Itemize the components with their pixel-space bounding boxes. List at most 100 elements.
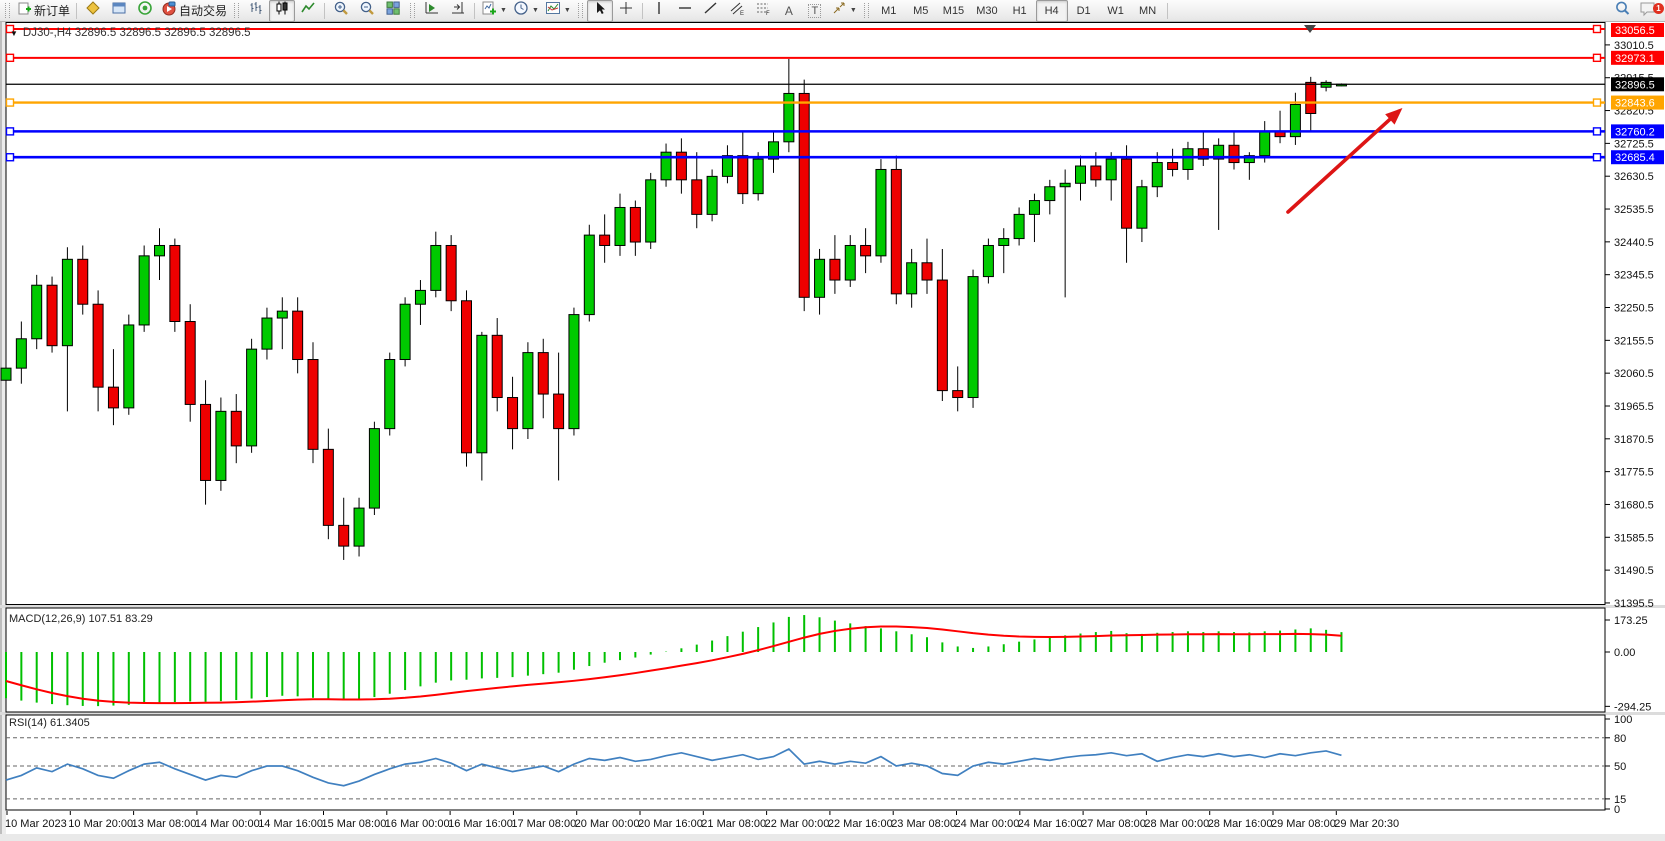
autotrade-icon	[161, 0, 177, 21]
left-window-edge	[0, 22, 6, 834]
trendline-icon	[703, 0, 719, 21]
line-handle	[1592, 24, 1602, 34]
zoom-in-icon	[333, 0, 349, 21]
svg-text:17 Mar 08:00: 17 Mar 08:00	[511, 818, 576, 830]
line-handle	[5, 153, 15, 162]
symbol-period-label: DJ30-,H4	[22, 27, 72, 39]
signal-icon	[137, 0, 153, 21]
crosshair-tool-button[interactable]	[613, 0, 639, 22]
main-toolbar: 新订单 自动交易 ▼ ▼ ▼ E F A T ▼ M1 M5 M15 M30 H…	[0, 0, 1665, 22]
svg-text:F: F	[766, 11, 770, 16]
bar-chart-icon	[248, 0, 264, 21]
svg-text:31490.5: 31490.5	[1614, 565, 1654, 577]
trendline-tool-button[interactable]	[698, 0, 724, 22]
text-label-tool-button[interactable]: T	[802, 0, 828, 22]
svg-text:32155.5: 32155.5	[1614, 335, 1654, 347]
toolbar-grip[interactable]	[577, 3, 583, 18]
equidistant-channel-icon: E	[729, 0, 745, 21]
svg-text:32250.5: 32250.5	[1614, 303, 1654, 315]
market-watch-button[interactable]	[80, 0, 106, 22]
timeframe-mn-button[interactable]: MN	[1139, 4, 1157, 17]
line-chart-mode-button[interactable]	[295, 0, 321, 22]
macd-signal-line	[5, 625, 1342, 705]
search-button[interactable]	[1609, 0, 1635, 22]
cursor-icon	[592, 0, 608, 21]
chat-button[interactable]: 1	[1635, 0, 1664, 22]
svg-text:31395.5: 31395.5	[1614, 598, 1654, 610]
svg-text:32345.5: 32345.5	[1614, 270, 1654, 282]
chart-shift-marker	[1304, 25, 1316, 33]
svg-text:32535.5: 32535.5	[1614, 204, 1654, 216]
svg-text:28 Mar 16:00: 28 Mar 16:00	[1208, 818, 1273, 830]
svg-text:31585.5: 31585.5	[1614, 532, 1654, 544]
bar-chart-mode-button[interactable]	[243, 0, 269, 22]
svg-text:24 Mar 00:00: 24 Mar 00:00	[955, 818, 1020, 830]
chart-forward-icon	[424, 0, 440, 21]
fibonacci-icon: F	[755, 0, 771, 21]
toolbar-grip[interactable]	[5, 3, 10, 18]
candlestick-mode-button[interactable]	[269, 0, 296, 22]
panel-splitter	[0, 712, 1665, 715]
price-badge	[1611, 77, 1664, 92]
new-chart-button[interactable]: ▼	[478, 0, 510, 22]
periods-button[interactable]: ▼	[510, 0, 542, 22]
vertical-line-tool-button[interactable]	[646, 0, 672, 22]
timeframe-m1-button[interactable]: M1	[881, 4, 897, 17]
new-order-button[interactable]: 新订单	[14, 0, 73, 22]
data-window-button[interactable]	[106, 0, 132, 22]
data-window-icon	[111, 0, 127, 21]
chart-shift-button[interactable]	[445, 0, 471, 22]
svg-text:50: 50	[1614, 761, 1626, 773]
trend-arrow-head	[1385, 107, 1403, 125]
dropdown-caret: ▼	[849, 7, 857, 14]
timeframe-h1-button[interactable]: H1	[1012, 4, 1027, 17]
svg-text:32896.5: 32896.5	[1615, 79, 1655, 91]
chat-badge: 1	[1653, 2, 1664, 14]
macd-indicator-label: MACD(12,26,9) 107.51 83.29	[9, 613, 153, 625]
svg-text:10 Mar 20:00: 10 Mar 20:00	[68, 818, 133, 830]
timeframe-d1-button[interactable]: D1	[1076, 4, 1091, 17]
arrows-tool-button[interactable]: ▼	[828, 0, 860, 22]
chart-forward-button[interactable]	[419, 0, 445, 22]
svg-text:32843.6: 32843.6	[1615, 98, 1655, 110]
text-tool-button[interactable]: A	[776, 0, 802, 22]
tile-windows-button[interactable]	[380, 0, 406, 22]
toolbar-grip[interactable]	[410, 3, 416, 18]
clock-icon	[513, 0, 529, 21]
indicators-button[interactable]: ▼	[542, 0, 574, 22]
separator	[76, 2, 78, 19]
svg-text:31870.5: 31870.5	[1614, 434, 1654, 446]
fibonacci-tool-button[interactable]: F	[750, 0, 776, 22]
text-label-icon: T	[808, 3, 822, 18]
channel-tool-button[interactable]: E	[724, 0, 750, 22]
ohlc-dropdown-icon[interactable]: ▼	[10, 29, 18, 38]
timeframe-m5-button[interactable]: M5	[913, 4, 929, 17]
timeframe-w1-button[interactable]: W1	[1107, 4, 1124, 17]
chart-shift-icon	[450, 0, 466, 21]
separator	[641, 2, 643, 19]
timeframe-h4-button[interactable]: H4	[1035, 0, 1068, 22]
price-badge	[1611, 95, 1664, 110]
ohlc-values: 32896.5 32896.5 32896.5 32896.5	[74, 27, 251, 39]
dropdown-caret: ▼	[500, 7, 507, 14]
horizontal-line-tool-button[interactable]	[672, 0, 698, 22]
price-badge	[1611, 150, 1664, 165]
toolbar-grip[interactable]	[863, 3, 869, 18]
timeframe-m30-button[interactable]: M30	[976, 4, 998, 17]
arrows-icon	[831, 0, 847, 21]
rsi-line	[5, 748, 1342, 787]
price-badge	[1611, 124, 1664, 139]
svg-text:24 Mar 16:00: 24 Mar 16:00	[1018, 818, 1083, 830]
toolbar-grip[interactable]	[234, 3, 240, 18]
zoom-out-button[interactable]	[354, 0, 380, 22]
rsi-panel	[5, 714, 1606, 811]
new-order-label: 新订单	[34, 4, 71, 18]
timeframe-m15-button[interactable]: M15	[942, 4, 965, 17]
autotrade-button[interactable]: 自动交易	[158, 0, 230, 22]
zoom-in-button[interactable]	[328, 0, 354, 22]
signals-button[interactable]	[132, 0, 158, 22]
bottom-strip	[0, 834, 1665, 841]
svg-text:23 Mar 08:00: 23 Mar 08:00	[891, 818, 956, 830]
cursor-tool-button[interactable]	[586, 0, 613, 22]
